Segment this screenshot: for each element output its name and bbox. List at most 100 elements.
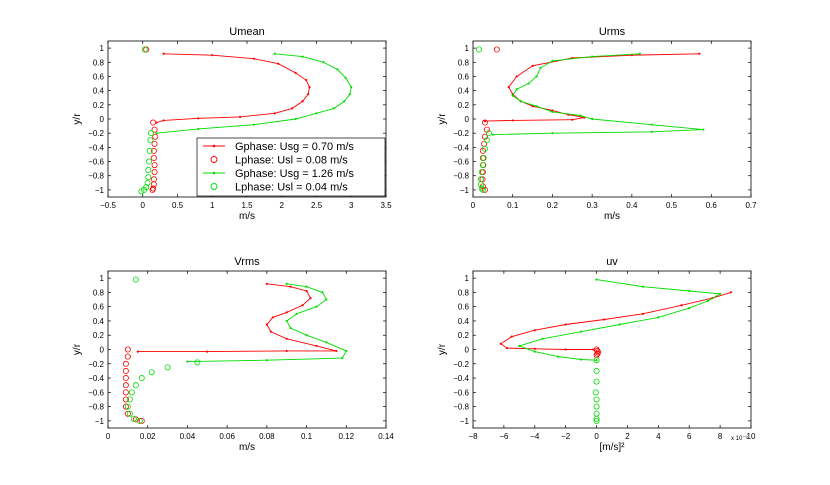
data-point bbox=[507, 85, 510, 89]
data-point bbox=[150, 176, 157, 183]
y-tick-label: 0.4 bbox=[93, 317, 105, 326]
legend-circle-swatch bbox=[210, 156, 218, 163]
y-tick-label: −1 bbox=[460, 186, 470, 195]
data-point bbox=[124, 410, 131, 417]
data-point bbox=[335, 349, 338, 353]
y-tick-label: 0.2 bbox=[458, 101, 470, 110]
data-point bbox=[305, 289, 308, 293]
data-point bbox=[515, 75, 518, 78]
data-point bbox=[680, 304, 683, 307]
data-point bbox=[151, 126, 158, 133]
x-tick-label: 3.5 bbox=[380, 201, 392, 210]
data-point bbox=[551, 110, 554, 114]
data-point bbox=[688, 307, 691, 310]
data-point bbox=[348, 93, 351, 96]
data-point bbox=[124, 346, 131, 353]
y-axis-label: y/r bbox=[437, 343, 448, 355]
series-3 bbox=[517, 278, 722, 362]
data-point bbox=[688, 289, 691, 293]
data-point bbox=[343, 100, 346, 103]
data-point bbox=[265, 323, 268, 326]
y-tick-label: 0.6 bbox=[93, 303, 105, 312]
data-point bbox=[595, 359, 598, 362]
x-tick-label: 0.3 bbox=[587, 201, 599, 210]
data-point bbox=[595, 278, 598, 281]
data-point bbox=[483, 120, 487, 123]
y-tick-label: −0.8 bbox=[88, 172, 104, 181]
y-tick-label: −0.8 bbox=[88, 403, 104, 412]
data-point bbox=[141, 46, 148, 53]
data-point bbox=[285, 337, 288, 340]
data-point bbox=[475, 46, 482, 53]
data-point bbox=[304, 78, 308, 82]
data-point bbox=[533, 329, 536, 332]
legend-dot-swatch bbox=[212, 171, 216, 175]
y-tick-label: 1 bbox=[100, 44, 105, 53]
data-point bbox=[136, 417, 143, 424]
x-tick-label: 8 bbox=[718, 432, 723, 441]
data-point bbox=[579, 114, 582, 117]
data-point bbox=[564, 348, 567, 351]
x-tick-label: 3 bbox=[349, 201, 354, 210]
data-point bbox=[126, 410, 133, 417]
y-tick-label: 0 bbox=[465, 115, 470, 124]
legend-entry: Gphase: Usg = 1.26 m/s bbox=[203, 168, 354, 180]
data-point bbox=[122, 375, 129, 382]
x-tick-label: −2 bbox=[561, 432, 571, 441]
data-point bbox=[641, 285, 644, 288]
y-tick-label: 0.2 bbox=[93, 101, 105, 110]
data-point bbox=[511, 119, 514, 122]
chart-title: Umean bbox=[229, 26, 264, 38]
data-point bbox=[505, 346, 509, 350]
data-point bbox=[322, 61, 325, 64]
x-tick-label: 0.7 bbox=[745, 201, 757, 210]
data-point bbox=[124, 353, 131, 360]
data-point bbox=[126, 396, 133, 403]
data-point bbox=[531, 64, 534, 67]
y-axis-label: y/r bbox=[72, 113, 83, 125]
y-tick-label: −1 bbox=[95, 186, 105, 195]
data-point bbox=[252, 57, 256, 60]
x-tick-label: 4 bbox=[656, 432, 661, 441]
series-line bbox=[484, 53, 700, 122]
data-point bbox=[483, 126, 490, 133]
x-tick-label: −8 bbox=[468, 432, 478, 441]
panel-umean: −0.5 0 0.5 1 1.5 2 2.5 3 3.5 −1 −0.8 −0.6 −0.4 −0.2 0 0… bbox=[72, 26, 392, 222]
data-point bbox=[593, 403, 600, 410]
data-point bbox=[301, 55, 304, 58]
data-point bbox=[698, 52, 701, 55]
chart-title: Vrms bbox=[234, 256, 260, 268]
data-point bbox=[591, 55, 594, 58]
data-point bbox=[155, 132, 158, 135]
x-tick-label: 0.2 bbox=[547, 201, 559, 210]
data-point bbox=[206, 350, 209, 353]
data-point bbox=[595, 349, 602, 356]
data-point bbox=[315, 344, 318, 348]
data-point bbox=[485, 130, 492, 137]
y-tick-label: 0.6 bbox=[93, 72, 105, 81]
data-point bbox=[483, 137, 490, 144]
data-point bbox=[162, 119, 165, 122]
data-point bbox=[593, 357, 600, 364]
data-point bbox=[265, 359, 268, 362]
data-point bbox=[285, 319, 288, 323]
x-tick-label: 0.6 bbox=[706, 201, 718, 210]
data-point bbox=[535, 75, 538, 78]
y-tick-label: −0.6 bbox=[453, 388, 469, 397]
data-point bbox=[164, 364, 171, 371]
data-point bbox=[729, 291, 733, 294]
data-point bbox=[479, 162, 486, 169]
x-tick-label: 0.08 bbox=[259, 432, 275, 441]
series-1 bbox=[483, 52, 701, 123]
data-point bbox=[325, 298, 328, 301]
x-tick-label: 0 bbox=[594, 432, 599, 441]
axes-box bbox=[472, 270, 752, 429]
series-3 bbox=[491, 52, 705, 136]
y-tick-label: 0.8 bbox=[458, 58, 470, 67]
data-point bbox=[150, 181, 157, 188]
data-point bbox=[556, 355, 560, 358]
legend-label: Lphase: Usl = 0.04 m/s bbox=[235, 182, 348, 194]
series-line bbox=[156, 53, 352, 134]
data-point bbox=[593, 378, 600, 385]
